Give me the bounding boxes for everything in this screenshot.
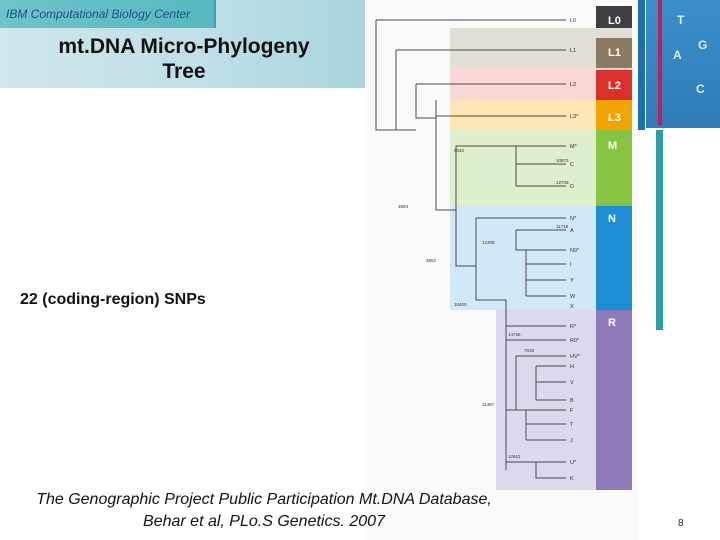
snp-annotation: 22 (coding-region) SNPs <box>20 291 206 308</box>
node-label-12: 12612 <box>508 454 521 459</box>
leaf-y: Y <box>570 278 574 284</box>
band-r <box>596 310 632 490</box>
node-label-1: 9540 <box>454 148 465 153</box>
leaf-k: K <box>570 476 574 482</box>
haplogroup-label-r: R <box>608 317 616 329</box>
node-label-10: 7028 <box>524 348 535 353</box>
tree-branches <box>375 19 566 479</box>
leaf-w: W <box>570 294 576 300</box>
page-number: 8 <box>678 518 684 529</box>
node-label-4: 10400 <box>454 302 467 307</box>
dna-letter-g: G <box>698 38 708 52</box>
citation-line-1: The Genographic Project Public Participa… <box>36 491 492 508</box>
leaf-f: F <box>570 408 574 414</box>
slide-title-line-1: mt.DNA Micro-Phylogeny <box>58 35 310 58</box>
slide-title-line-2: Tree <box>162 60 206 83</box>
leaf-j: J <box>570 438 573 444</box>
band-m <box>596 130 632 206</box>
haplogroup-label-l2: L2 <box>608 80 621 92</box>
accent-bar-blue <box>638 0 645 130</box>
haplogroup-label-l3: L3 <box>608 112 621 124</box>
dna-letter-c: C <box>696 82 705 96</box>
leaf-x: X <box>570 304 574 310</box>
band-l1 <box>596 38 632 68</box>
center-name-tab: IBM Computational Biology Center <box>0 0 216 28</box>
leaf-d: D <box>570 184 574 190</box>
leaf-h: H <box>570 364 574 370</box>
leaf-i: I <box>570 262 572 268</box>
leaf-r0-star: R0* <box>570 338 580 344</box>
leaf-c: C <box>570 162 574 168</box>
citation: The Genographic Project Public Participa… <box>2 489 526 533</box>
node-label-6: 12705 <box>556 180 569 185</box>
node-label-5: 10873 <box>556 158 569 163</box>
slide-title: mt.DNA Micro-Phylogeny Tree <box>8 34 360 84</box>
accent-bar-teal <box>656 130 663 330</box>
leaf-t: T <box>570 422 574 428</box>
band-l0 <box>596 6 632 28</box>
haplogroup-label-m: M <box>608 140 617 152</box>
node-label-2: 3594 <box>398 204 409 209</box>
leaf-l3-star: L3* <box>570 114 579 120</box>
leaf-n9-star: N9* <box>570 248 580 254</box>
node-label-7: 11719 <box>556 224 569 229</box>
haplogroup-label-n: N <box>608 213 616 225</box>
node-label-3: 3552 <box>426 258 437 263</box>
leaf-l1: L1 <box>570 48 576 54</box>
node-label-8: 12308 <box>482 240 495 245</box>
dna-letter-t: T <box>677 13 685 27</box>
node-label-9: 14766 <box>508 332 521 337</box>
dna-letter-a: A <box>673 48 682 62</box>
leaf-l2: L2 <box>570 82 576 88</box>
center-name: IBM Computational Biology Center <box>6 7 191 21</box>
leaf-v: V <box>570 380 574 386</box>
band-l2 <box>596 70 632 100</box>
haplogroup-label-l0: L0 <box>608 15 621 27</box>
haplogroup-label-l1: L1 <box>608 47 621 59</box>
leaf-hv-star: HV* <box>570 354 581 360</box>
node-label-11: 11467 <box>482 402 495 407</box>
leaf-m-star: M* <box>570 144 578 150</box>
leaf-b: B <box>570 398 574 404</box>
accent-bar-magenta <box>658 0 662 125</box>
leaf-a: A <box>570 228 574 234</box>
leaf-n-star: N* <box>570 216 577 222</box>
leaf-l0: L0 <box>570 18 576 24</box>
phylogeny-tree: L0 L1 L2 L3 M N R L0 L1 L2 L3* M* C D N*… <box>366 0 638 540</box>
citation-line-2: Behar et al, PLo.S Genetics. 2007 <box>143 513 385 530</box>
leaf-u-star: U* <box>570 460 577 466</box>
leaf-r-star: R* <box>570 324 577 330</box>
band-l3 <box>596 100 632 130</box>
band-n <box>596 206 632 310</box>
